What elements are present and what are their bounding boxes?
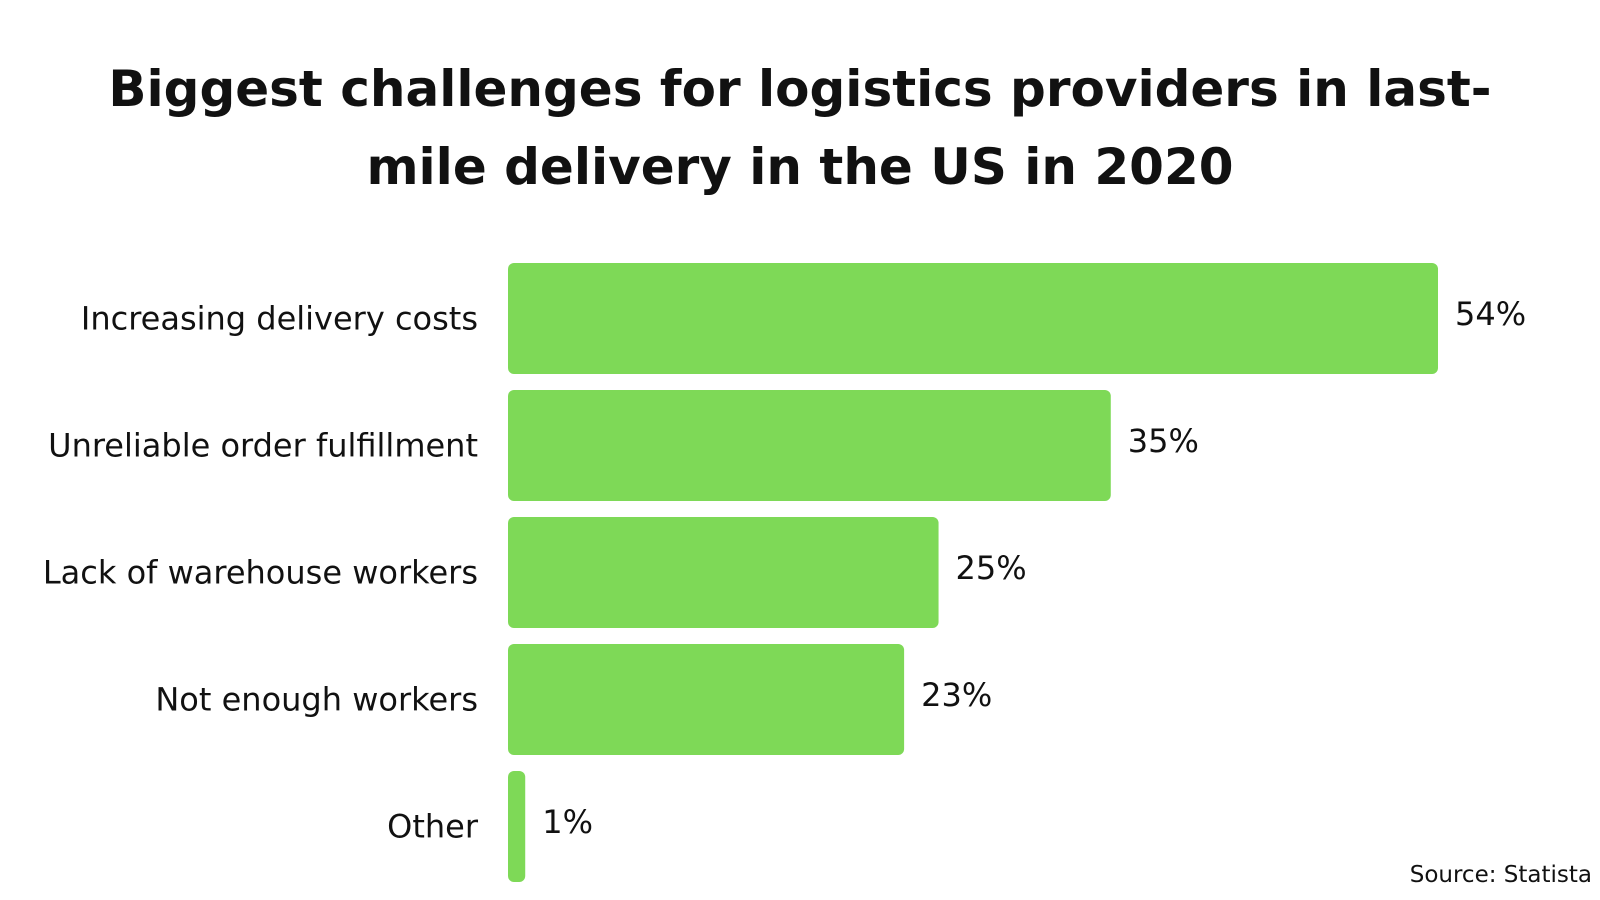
category-label: Other [387,808,479,846]
bar [508,771,526,882]
category-label: Increasing delivery costs [81,300,478,338]
value-label: 54% [1455,295,1526,333]
category-label: Not enough workers [155,681,478,719]
value-label: 25% [956,549,1027,587]
bar [508,263,1438,374]
value-label: 23% [921,676,992,714]
chart-title: Biggest challenges for logistics provide… [108,60,1492,196]
category-label: Lack of warehouse workers [43,554,478,592]
value-label: 1% [542,803,593,841]
category-label: Unreliable order fulfillment [48,427,478,465]
value-label: 35% [1128,422,1199,460]
source-note: Source: Statista [1409,862,1592,888]
bar [508,644,905,755]
bar [508,390,1111,501]
bar [508,517,939,628]
